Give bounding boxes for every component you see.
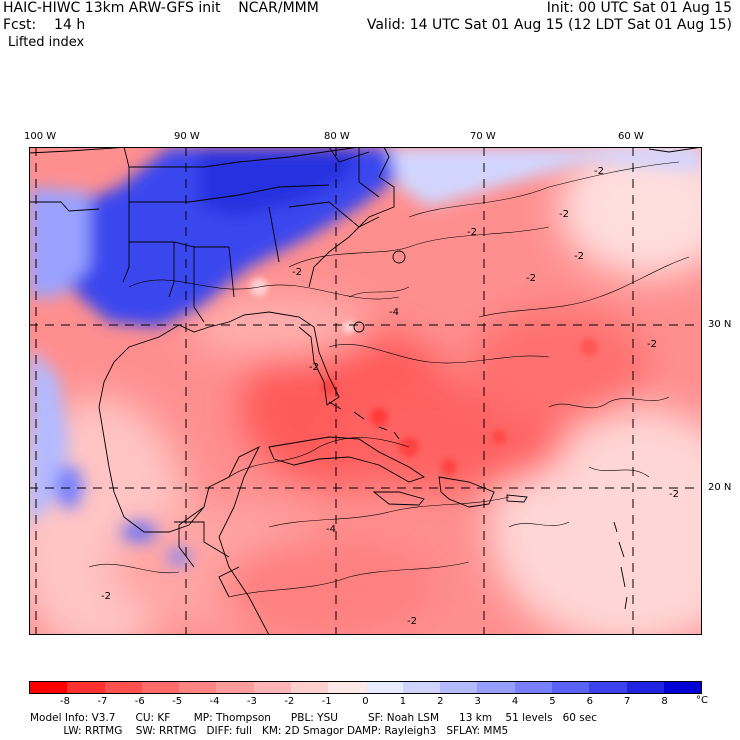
contour-label: -2	[101, 591, 111, 602]
lifted-index-contours	[88, 161, 690, 598]
colorbar	[29, 681, 702, 694]
colorbar-swatch	[589, 682, 627, 693]
colorbar-swatch	[290, 682, 329, 693]
contour-label: -4	[326, 524, 336, 535]
colorbar-tick-label: 8	[661, 696, 668, 707]
colorbar-swatch	[440, 682, 478, 693]
colorbar-tick-label: -3	[246, 696, 257, 707]
colorbar-swatch	[477, 682, 515, 693]
forecast-hour: Fcst: 14 h	[3, 17, 86, 33]
model-info-line2: LW: RRTMG SW: RRTMG DIFF: full KM: 2D Sm…	[30, 725, 509, 737]
colorbar-swatch	[141, 682, 180, 693]
colorbar-swatch	[551, 682, 590, 693]
lifted-index-map: -2 -2 -2 -2 -2 -2 -2 -2 -2 -4 -4 -2 -2	[29, 147, 702, 635]
contour-label: -2	[309, 362, 319, 373]
contour-label: -2	[407, 616, 417, 627]
colorbar-swatch	[328, 682, 366, 693]
colorbar-tick-label: 6	[586, 696, 593, 707]
field-speckle	[250, 278, 635, 475]
colorbar-tick-label: -7	[97, 696, 108, 707]
init-time: Init: 00 UTC Sat 01 Aug 15	[546, 0, 732, 16]
colorbar-tick-label: 1	[399, 696, 407, 707]
colorbar-tick-label: -5	[172, 696, 183, 707]
colorbar-swatch	[67, 682, 105, 693]
lon-label-60w: 60 W	[618, 131, 644, 142]
lon-label-70w: 70 W	[470, 131, 496, 142]
stable-air-blue	[29, 147, 702, 565]
colorbar-swatch	[30, 682, 68, 693]
colorbar-tick-label: 0	[362, 696, 369, 707]
contour-label: -2	[559, 209, 569, 220]
contour-label: -2	[574, 251, 584, 262]
colorbar-tick-label: -4	[209, 696, 220, 707]
model-title: HAIC-HIWC 13km ARW-GFS init NCAR/MMM	[3, 0, 319, 16]
lon-label-100w: 100 W	[24, 131, 57, 142]
colorbar-swatch	[402, 682, 441, 693]
contour-value-labels: -2 -2 -2 -2 -2 -2 -2 -2 -2 -4 -4 -2 -2	[101, 166, 679, 627]
colorbar-swatch	[626, 682, 664, 693]
contour-label: -2	[669, 489, 679, 500]
colorbar-tick-label: -6	[134, 696, 145, 707]
contour-label: -4	[389, 307, 399, 318]
contour-label: -2	[594, 166, 604, 177]
colorbar-tick-label: 5	[549, 696, 556, 707]
colorbar-swatch	[365, 682, 403, 693]
contour-label: -2	[647, 339, 657, 350]
colorbar-tick-label: 4	[511, 696, 519, 707]
lon-label-80w: 80 W	[324, 131, 350, 142]
graticule	[29, 147, 702, 635]
model-info-line1: Model Info: V3.7 CU: KF MP: Thompson PBL…	[30, 712, 597, 724]
colorbar-swatch	[104, 682, 142, 693]
lon-label-90w: 90 W	[174, 131, 200, 142]
field-name: Lifted index	[8, 35, 85, 50]
lat-label-30n: 30 N	[708, 319, 732, 330]
colorbar-tick-label: 3	[474, 696, 481, 707]
colorbar-swatch	[216, 682, 254, 693]
colorbar-tick-label: -8	[59, 696, 70, 707]
colorbar-tick-label: -1	[321, 696, 332, 707]
map-frame	[29, 147, 702, 635]
coastlines	[29, 147, 702, 635]
lat-label-20n: 20 N	[708, 482, 732, 493]
colorbar-tick-label: 2	[437, 696, 444, 707]
colorbar-swatch	[514, 682, 552, 693]
contour-label: -2	[467, 227, 477, 238]
colorbar-tick-label: -2	[284, 696, 295, 707]
colorbar-swatch	[663, 682, 702, 693]
colorbar-unit: °C	[696, 695, 708, 706]
contour-label: -2	[526, 273, 536, 284]
colorbar-swatch	[253, 682, 291, 693]
contour-label: -2	[292, 267, 302, 278]
valid-time: Valid: 14 UTC Sat 01 Aug 15 (12 LDT Sat …	[366, 17, 732, 33]
colorbar-swatch	[179, 682, 217, 693]
colorbar-tick-label: 7	[624, 696, 631, 707]
